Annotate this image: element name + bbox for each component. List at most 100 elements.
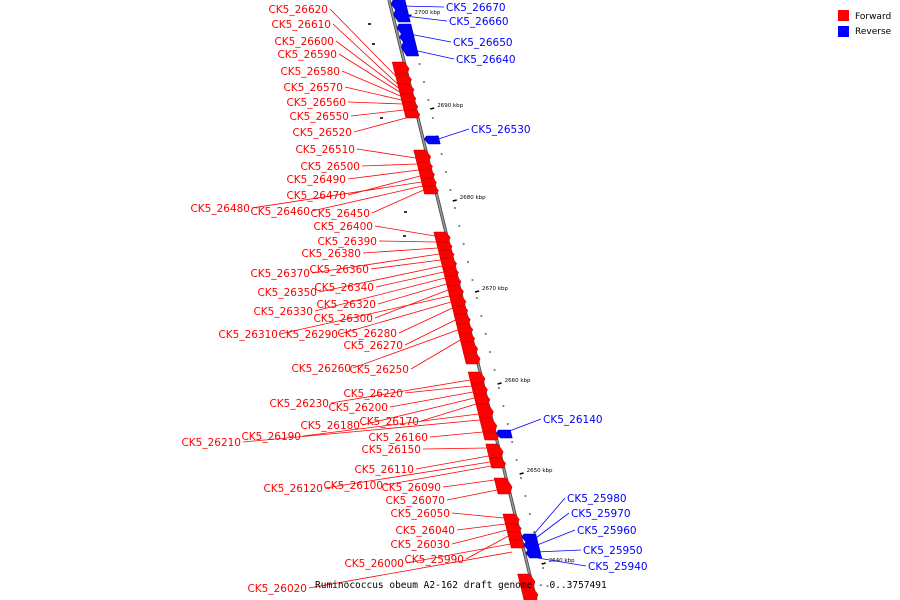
forward-gene-label[interactable]: CK5_26400 (313, 221, 373, 233)
forward-gene-label[interactable]: CK5_26520 (292, 127, 352, 139)
forward-gene-label[interactable]: CK5_26330 (253, 306, 313, 318)
forward-gene-label[interactable]: CK5_26050 (390, 508, 450, 520)
forward-gene-label[interactable]: CK5_26300 (313, 313, 373, 325)
reverse-leader-line (404, 15, 448, 22)
forward-gene-label[interactable]: CK5_26280 (337, 328, 397, 340)
forward-gene-block (502, 513, 520, 525)
forward-gene-label[interactable]: CK5_26610 (271, 19, 331, 31)
forward-gene-label[interactable]: CK5_26350 (257, 287, 317, 299)
forward-gene-label[interactable]: CK5_26230 (269, 398, 329, 410)
forward-gene-label[interactable]: CK5_26190 (241, 431, 301, 443)
forward-gene-label[interactable]: CK5_26490 (286, 174, 346, 186)
forward-gene-label[interactable]: CK5_26550 (289, 111, 349, 123)
forward-gene-label[interactable]: CK5_26030 (390, 539, 450, 551)
forward-gene-label[interactable]: CK5_26020 (247, 583, 307, 595)
forward-gene-label[interactable]: CK5_26200 (328, 402, 388, 414)
reverse-gene-block (401, 41, 420, 57)
reverse-gene-block (525, 549, 543, 559)
forward-gene-block (442, 267, 459, 277)
forward-gene-label[interactable]: CK5_26160 (368, 432, 428, 444)
forward-gene-label[interactable]: CK5_26460 (250, 206, 310, 218)
forward-gene-label[interactable]: CK5_26270 (343, 340, 403, 352)
forward-gene-label[interactable]: CK5_25990 (404, 554, 464, 566)
reverse-leader-line (402, 5, 445, 8)
forward-gene-label[interactable]: CK5_26590 (277, 49, 337, 61)
forward-gene-block (446, 285, 464, 297)
forward-gene-label[interactable]: CK5_26600 (274, 36, 334, 48)
forward-leader-line (446, 489, 498, 501)
forward-leader-line (451, 529, 507, 545)
reverse-leader-line (435, 128, 470, 141)
forward-gene-label[interactable]: CK5_26570 (283, 82, 343, 94)
forward-gene-label[interactable]: CK5_26380 (301, 248, 361, 260)
forward-gene-label[interactable]: CK5_26560 (286, 97, 346, 109)
forward-gene-label[interactable]: CK5_26620 (268, 4, 328, 16)
reverse-gene-label[interactable]: CK5_26640 (456, 54, 516, 66)
forward-gene-block (488, 457, 506, 469)
forward-gene-label[interactable]: CK5_26390 (317, 236, 377, 248)
forward-gene-label[interactable]: CK5_26100 (323, 480, 383, 492)
reverse-gene-label[interactable]: CK5_26530 (471, 124, 531, 136)
reverse-gene-block (390, 0, 408, 11)
forward-gene-label[interactable]: CK5_26310 (218, 329, 278, 341)
forward-gene-label[interactable]: CK5_26340 (314, 282, 374, 294)
forward-leader-line (347, 101, 403, 105)
reverse-gene-label[interactable]: CK5_25940 (588, 561, 648, 573)
forward-leader-line (350, 109, 404, 117)
reverse-gene-label[interactable]: CK5_25970 (571, 508, 631, 520)
forward-gene-label[interactable]: CK5_26320 (316, 299, 376, 311)
forward-gene-block (391, 61, 410, 75)
forward-gene-label[interactable]: CK5_26040 (395, 525, 455, 537)
forward-gene-label[interactable]: CK5_26470 (286, 190, 346, 202)
forward-gene-block (422, 185, 439, 195)
forward-gene-label[interactable]: CK5_26370 (250, 268, 310, 280)
forward-gene-block (439, 257, 457, 269)
forward-leader-line (442, 479, 495, 488)
forward-leader-line (352, 329, 458, 369)
forward-gene-label[interactable]: CK5_26510 (295, 144, 355, 156)
forward-gene-label[interactable]: CK5_26500 (300, 161, 360, 173)
forward-gene-label[interactable]: CK5_26090 (381, 482, 441, 494)
forward-gene-label[interactable]: CK5_26150 (361, 444, 421, 456)
forward-gene-label[interactable]: CK5_26220 (343, 388, 403, 400)
legend-reverse-swatch (838, 26, 849, 37)
forward-gene-label[interactable]: CK5_26450 (310, 208, 370, 220)
forward-gene-block (416, 161, 433, 171)
forward-leader-line (420, 403, 477, 422)
forward-leader-line (347, 175, 421, 196)
forward-leader-line (324, 461, 491, 489)
forward-gene-label[interactable]: CK5_26580 (280, 66, 340, 78)
reverse-leader-line (409, 33, 452, 43)
reverse-gene-block (393, 9, 411, 23)
forward-gene-label[interactable]: CK5_26290 (278, 329, 338, 341)
forward-gene-block (399, 93, 417, 103)
forward-leader-line (362, 247, 438, 254)
forward-gene-label[interactable]: CK5_26070 (385, 495, 445, 507)
reverse-gene-label[interactable]: CK5_26670 (446, 2, 506, 14)
forward-gene-label[interactable]: CK5_26120 (263, 483, 323, 495)
forward-gene-label[interactable]: CK5_26250 (349, 364, 409, 376)
forward-gene-label[interactable]: CK5_26000 (344, 558, 404, 570)
forward-gene-label[interactable]: CK5_26360 (309, 264, 369, 276)
reverse-gene-label[interactable]: CK5_26140 (543, 414, 603, 426)
forward-gene-label[interactable]: CK5_26260 (291, 363, 351, 375)
forward-gene-block (456, 323, 474, 335)
reverse-gene-label[interactable]: CK5_25960 (577, 525, 637, 537)
reverse-gene-label[interactable]: CK5_25980 (567, 493, 627, 505)
forward-gene-block (493, 477, 513, 495)
forward-gene-label[interactable]: CK5_26210 (181, 437, 241, 449)
forward-leader-line (465, 535, 509, 560)
reverse-gene-label[interactable]: CK5_26660 (449, 16, 509, 28)
forward-leader-line (371, 189, 424, 214)
forward-gene-label[interactable]: CK5_26110 (354, 464, 414, 476)
forward-gene-label[interactable]: CK5_26170 (359, 416, 419, 428)
forward-leader-line (347, 169, 419, 180)
reverse-gene-block (523, 541, 541, 551)
reverse-gene-label[interactable]: CK5_25950 (583, 545, 643, 557)
forward-gene-block (505, 523, 522, 533)
forward-gene-block (435, 241, 453, 251)
forward-leader-line (404, 385, 472, 394)
forward-gene-label[interactable]: CK5_26480 (190, 203, 250, 215)
forward-gene-label[interactable]: CK5_26180 (300, 420, 360, 432)
reverse-gene-label[interactable]: CK5_26650 (453, 37, 513, 49)
